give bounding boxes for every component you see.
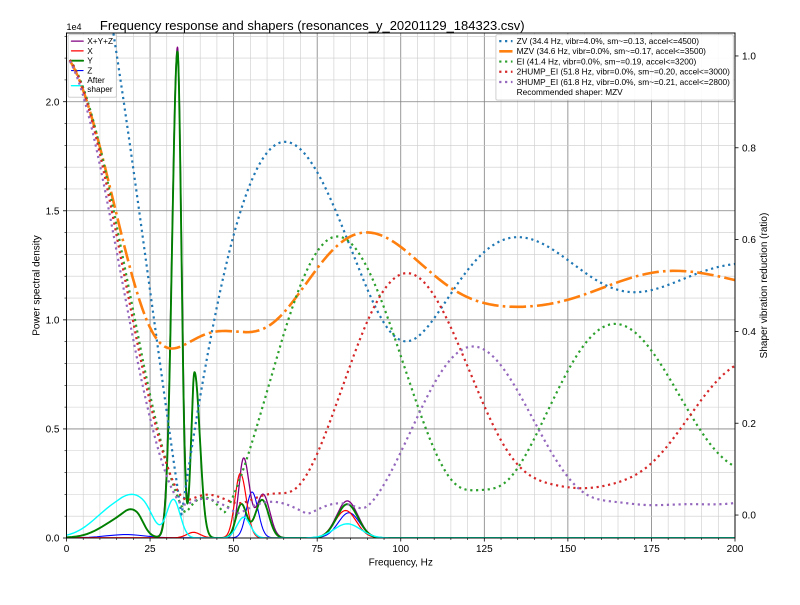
svg-text:100: 100 xyxy=(392,544,409,555)
svg-text:175: 175 xyxy=(643,544,660,555)
svg-text:0.0: 0.0 xyxy=(46,534,60,545)
svg-text:1.0: 1.0 xyxy=(742,52,756,63)
svg-text:ZV (34.4 Hz, vibr=4.0%, sm~=0.: ZV (34.4 Hz, vibr=4.0%, sm~=0.13, accel<… xyxy=(517,36,700,46)
svg-text:EI (41.4 Hz, vibr=0.0%, sm~=0.: EI (41.4 Hz, vibr=0.0%, sm~=0.19, accel<… xyxy=(517,56,697,66)
svg-text:0.0: 0.0 xyxy=(742,511,756,522)
svg-text:1.0: 1.0 xyxy=(46,315,60,326)
svg-text:Power spectral density: Power spectral density xyxy=(32,235,43,336)
svg-text:Y: Y xyxy=(87,56,93,66)
svg-text:0.5: 0.5 xyxy=(46,425,60,436)
svg-text:200: 200 xyxy=(727,544,744,555)
svg-text:50: 50 xyxy=(228,544,240,555)
svg-text:Frequency, Hz: Frequency, Hz xyxy=(369,558,433,569)
svg-text:2HUMP_EI (51.8 Hz, vibr=0.0%,: 2HUMP_EI (51.8 Hz, vibr=0.0%, sm~=0.20, … xyxy=(517,67,731,77)
svg-text:1e4: 1e4 xyxy=(67,22,82,32)
svg-text:0.8: 0.8 xyxy=(742,143,756,154)
svg-text:125: 125 xyxy=(476,544,493,555)
svg-text:Shaper vibration reduction (ra: Shaper vibration reduction (ratio) xyxy=(759,213,770,359)
svg-text:0.6: 0.6 xyxy=(742,235,756,246)
svg-text:X: X xyxy=(87,46,93,56)
svg-text:2.0: 2.0 xyxy=(46,97,60,108)
svg-text:MZV (34.6 Hz, vibr=0.0%, sm~=0: MZV (34.6 Hz, vibr=0.0%, sm~=0.17, accel… xyxy=(517,46,707,56)
svg-text:Recommended shaper: MZV: Recommended shaper: MZV xyxy=(517,87,624,97)
svg-text:25: 25 xyxy=(145,544,157,555)
svg-text:150: 150 xyxy=(560,544,577,555)
svg-text:75: 75 xyxy=(312,544,324,555)
svg-text:Frequency response and shapers: Frequency response and shapers (resonanc… xyxy=(100,18,525,33)
svg-text:3HUMP_EI (61.8 Hz, vibr=0.0%,: 3HUMP_EI (61.8 Hz, vibr=0.0%, sm~=0.21, … xyxy=(517,77,731,87)
svg-text:1.5: 1.5 xyxy=(46,206,60,217)
svg-text:0: 0 xyxy=(64,544,70,555)
svg-text:Z: Z xyxy=(87,65,92,75)
svg-text:0.2: 0.2 xyxy=(742,419,756,430)
svg-text:X+Y+Z: X+Y+Z xyxy=(87,36,113,46)
svg-text:shaper: shaper xyxy=(87,84,113,94)
svg-text:0.4: 0.4 xyxy=(742,327,756,338)
